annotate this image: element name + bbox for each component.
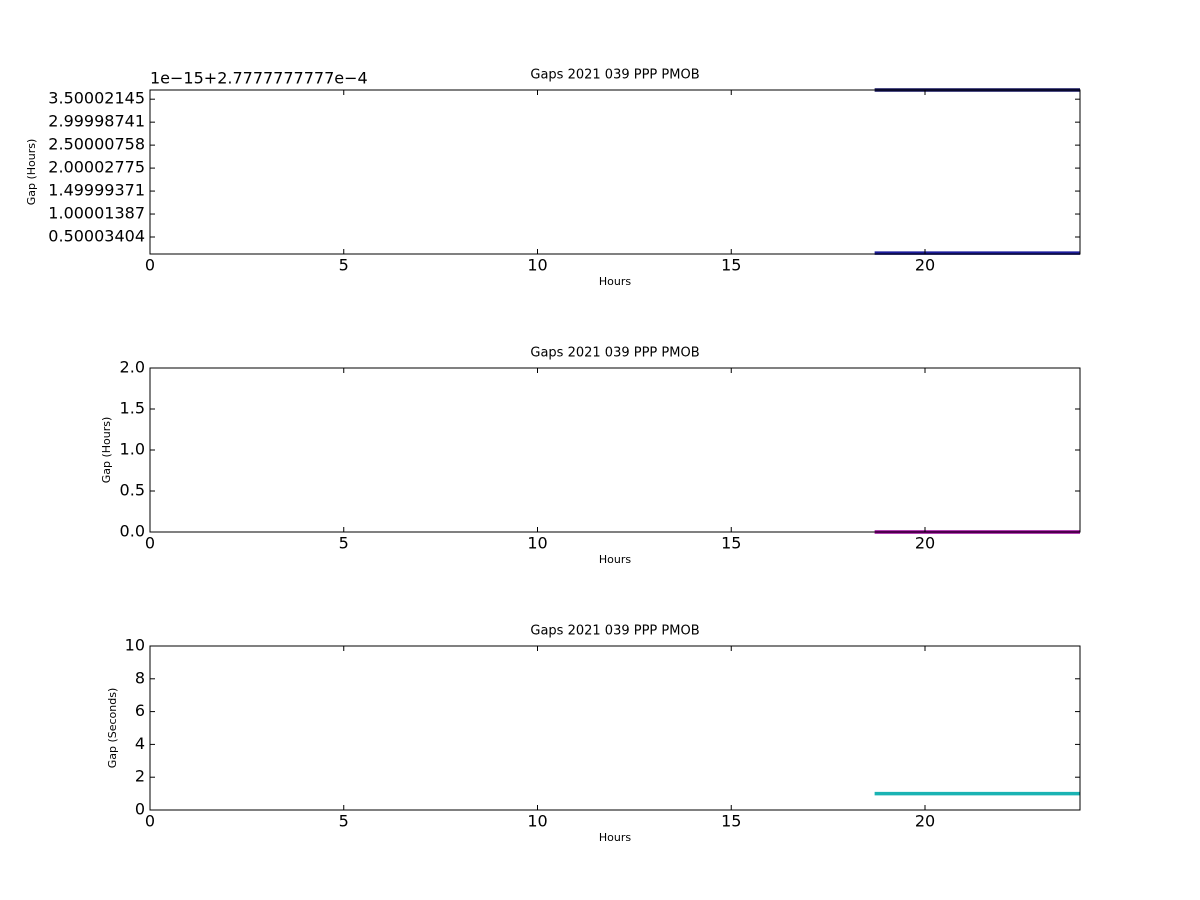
y-tick-label: 0.50003404: [48, 227, 145, 246]
x-tick-label: 15: [721, 256, 741, 275]
y-tick-label: 0.0: [120, 522, 145, 541]
x-tick-label: 20: [915, 256, 935, 275]
plot-frame: [149, 645, 1081, 811]
y-tick-label: 1.49999371: [48, 181, 145, 200]
y-tick-label: 1.0: [120, 440, 145, 459]
y-tick-label: 2: [135, 767, 145, 786]
y-tick-label: 3.50002145: [48, 89, 145, 108]
x-tick-label: 10: [527, 256, 547, 275]
x-tick-label: 5: [339, 534, 349, 553]
offset-label: 1e−15+2.7777777777e−4: [150, 69, 368, 88]
plot-frame: [149, 89, 1081, 255]
x-tick-label: 5: [339, 256, 349, 275]
x-axis-label: Hours: [599, 275, 631, 288]
y-axis-label: Gap (Hours): [100, 417, 113, 484]
chart-title: Gaps 2021 039 PPP PMOB: [530, 68, 699, 83]
y-tick-label: 2.00002775: [48, 158, 145, 177]
y-axis-label: Gap (Hours): [25, 139, 38, 206]
x-tick-label: 0: [145, 534, 155, 553]
x-tick-label: 10: [527, 534, 547, 553]
y-tick-label: 6: [135, 701, 145, 720]
y-tick-label: 1.00001387: [48, 204, 145, 223]
x-tick-label: 20: [915, 534, 935, 553]
y-tick-label: 4: [135, 734, 145, 753]
y-tick-label: 0: [135, 800, 145, 819]
y-tick-label: 10: [125, 636, 145, 655]
x-axis-label: Hours: [599, 553, 631, 566]
x-tick-label: 15: [721, 812, 741, 831]
y-axis-label: Gap (Seconds): [106, 688, 119, 769]
plot-frame: [149, 367, 1081, 533]
x-tick-label: 5: [339, 812, 349, 831]
x-tick-label: 0: [145, 812, 155, 831]
x-tick-label: 15: [721, 534, 741, 553]
chart-title: Gaps 2021 039 PPP PMOB: [530, 624, 699, 639]
x-tick-label: 10: [527, 812, 547, 831]
y-tick-label: 2.50000758: [48, 135, 145, 154]
chart-title: Gaps 2021 039 PPP PMOB: [530, 346, 699, 361]
y-tick-label: 8: [135, 668, 145, 687]
y-tick-label: 2.0: [120, 358, 145, 377]
x-axis-label: Hours: [599, 831, 631, 844]
y-tick-label: 0.5: [120, 481, 145, 500]
x-tick-label: 0: [145, 256, 155, 275]
x-tick-label: 20: [915, 812, 935, 831]
y-tick-label: 1.5: [120, 399, 145, 418]
y-tick-label: 2.99998741: [48, 112, 145, 131]
